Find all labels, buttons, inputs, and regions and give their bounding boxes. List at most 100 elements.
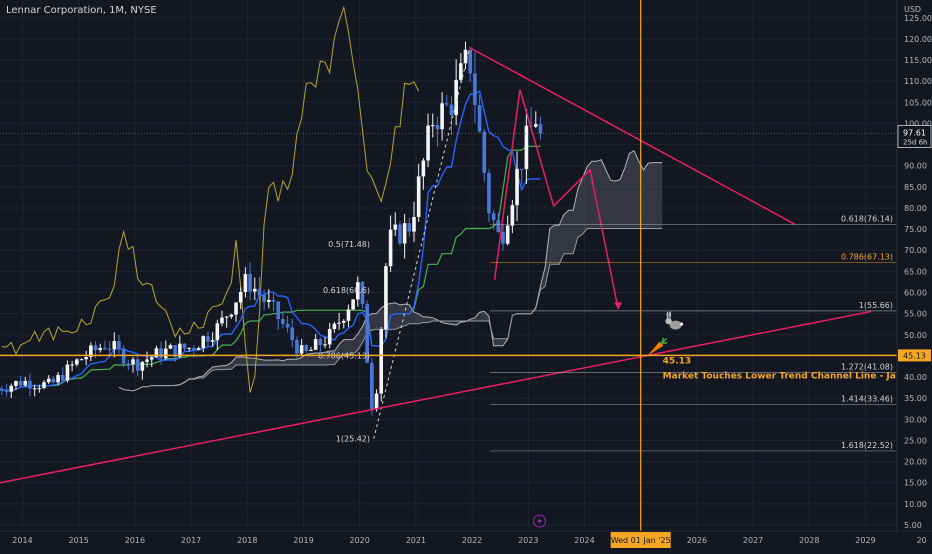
rabbit-head [665,317,672,325]
y-tick-label: 25.00 [904,436,927,445]
y-tick-label: 85.00 [904,183,927,192]
candle-body [60,374,65,381]
y-tick-label: 120.00 [904,35,932,44]
level-badge: 45.13 [898,349,931,362]
candle-body [468,49,473,74]
rabbit-icon [665,311,684,330]
candle-body [238,291,243,303]
candle-body [515,168,519,206]
candle-body [103,348,107,350]
candle-body [201,336,206,349]
x-tick-label: 20 [917,536,927,545]
lightning-icon [533,514,547,528]
candle-body [131,359,135,364]
x-tick-label: 2022 [462,536,482,545]
y-tick-label: 15.00 [904,479,927,488]
candle-body [482,131,487,173]
level-badge-value: 45.13 [903,351,926,360]
candle-body [487,172,491,214]
x-tick-label: 2028 [799,536,819,545]
candle-body [346,309,351,321]
candle-body [32,388,37,390]
annotation-value: 45.13 [663,357,691,367]
candle-body [416,176,421,217]
cloud-span-b [118,228,663,392]
candle-body [281,319,285,324]
x-tick-label: 2020 [350,536,370,545]
candle-body [93,345,98,351]
candle-body [285,323,290,328]
candle-body [229,314,234,317]
y-tick-label: 75.00 [904,225,927,234]
x-tick-label: 2018 [237,536,257,545]
candle-body [187,347,192,349]
annotation: 45.13 Market Touches Lower Trend Channel … [663,357,931,382]
candle-body [341,320,346,323]
x-tick-label: 2015 [69,536,89,545]
y-tick-label: 115.00 [904,56,932,65]
candle-body [98,348,103,351]
candle-body [519,168,524,170]
candle-body [14,381,18,386]
y-tick-label: 80.00 [904,204,927,213]
candle-body [220,317,224,324]
projection-path [493,89,619,310]
candle-body [304,345,309,351]
candle-body [351,299,355,310]
left-fib-label: 0.618(60.6) [323,286,370,295]
candle-body [402,223,407,244]
rabbit-tail [679,322,684,326]
candle-body [295,339,299,354]
candle-body [192,347,196,350]
fib-level-label: 1.414(33.46) [841,395,893,404]
y-tick-label: 40.00 [904,373,927,382]
carrot-leaves [660,337,668,345]
candle-body [524,125,529,170]
kijun-line [0,145,541,392]
upper-trend-line [468,46,796,226]
candle-body [267,299,271,302]
candle-body [365,304,369,363]
candle-body [459,63,463,80]
x-tick-label: 2023 [518,536,538,545]
candle-body [276,301,280,320]
y-tick-label: 55.00 [904,310,927,319]
candle-body [234,302,238,315]
candle-body [510,205,515,226]
candle-body [37,388,42,390]
candle-body [75,359,79,365]
y-tick-label: 110.00 [904,77,932,86]
y-tick-label: 50.00 [904,331,927,340]
candle-body [384,266,388,330]
candle-body [159,348,163,359]
y-tick-label: 30.00 [904,415,927,424]
y-tick-label: 90.00 [904,162,927,171]
annotation-text: Market Touches Lower Trend Channel Line … [663,372,931,382]
fib-level-label: 1.618(22.52) [841,441,893,450]
candle-body [46,378,51,383]
candle-body [28,380,32,389]
fib-leg-dashed [373,49,470,439]
y-tick-label: 60.00 [904,289,927,298]
price-axis: USD125.00120.00115.00110.00105.00100.009… [896,0,932,550]
currency-label: USD [904,5,921,14]
rabbit-ear [666,311,669,319]
candle-body [309,349,313,351]
carrot-body [647,341,664,356]
candle-body [182,343,187,349]
time-axis: 2014 2015 2016 2017 2018 2019 2020 2021 2022 2023… [0,530,932,550]
last-price-badge-bg [897,125,932,148]
candle-body [210,340,215,342]
lagging-span-line [1,5,420,393]
candle-body [135,359,140,371]
left-fib-label: 0.5(71.48) [328,240,370,249]
left-fib-label: 1(25.42) [336,435,370,444]
fib-level-label: 0.786(67.13) [841,252,893,261]
candle-body [412,216,416,232]
fib-level-label: 1(55.66) [859,301,893,310]
candle-body [379,329,384,394]
candle-body [117,341,121,349]
